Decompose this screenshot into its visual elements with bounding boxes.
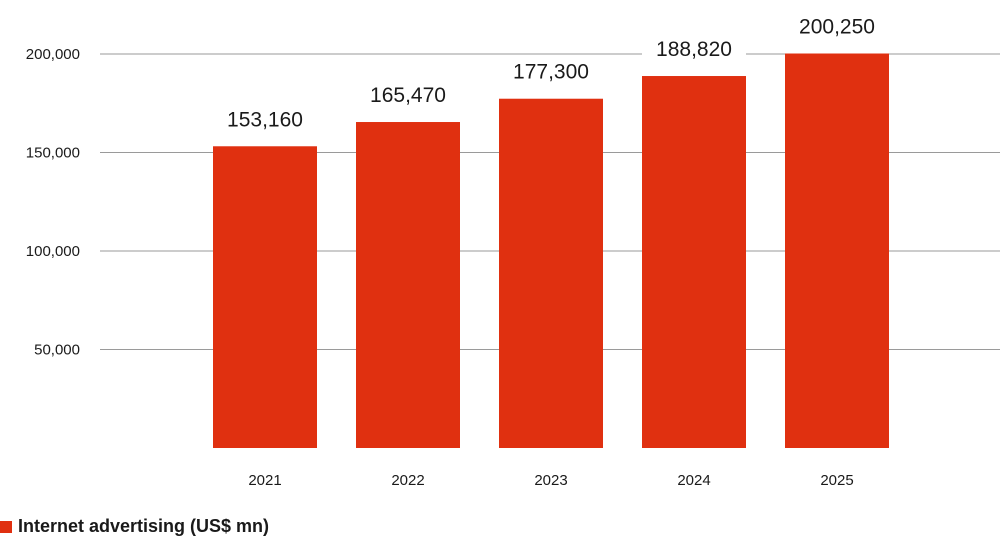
data-label: 188,820 (656, 38, 732, 61)
data-label: 165,470 (370, 84, 446, 107)
bar (213, 146, 317, 449)
y-tick-label: 200,000 (26, 46, 80, 63)
x-tick-label: 2025 (820, 472, 853, 489)
data-label: 200,250 (799, 16, 875, 39)
data-label-backdrop (213, 102, 317, 135)
legend-label: Internet advertising (US$ mn) (18, 516, 270, 536)
legend-swatch (0, 520, 12, 533)
x-tick-label: 2021 (248, 472, 281, 489)
data-label-backdrop (642, 32, 746, 65)
y-tick-label: 50,000 (34, 342, 80, 359)
x-tick-label: 2022 (391, 472, 424, 489)
data-label: 177,300 (513, 61, 589, 84)
data-label-backdrop (785, 9, 889, 42)
x-tick-label: 2024 (677, 472, 710, 489)
data-label: 153,160 (227, 108, 303, 131)
y-tick-label: 150,000 (26, 145, 80, 162)
data-label-backdrop (356, 78, 460, 111)
data-label-backdrop (499, 54, 603, 87)
bar (785, 53, 889, 448)
bar (499, 98, 603, 449)
bar (356, 122, 460, 448)
bar (642, 76, 746, 448)
x-tick-label: 2023 (534, 472, 567, 489)
y-tick-label: 100,000 (26, 243, 80, 260)
legend: Internet advertising (US$ mn) (0, 516, 269, 537)
